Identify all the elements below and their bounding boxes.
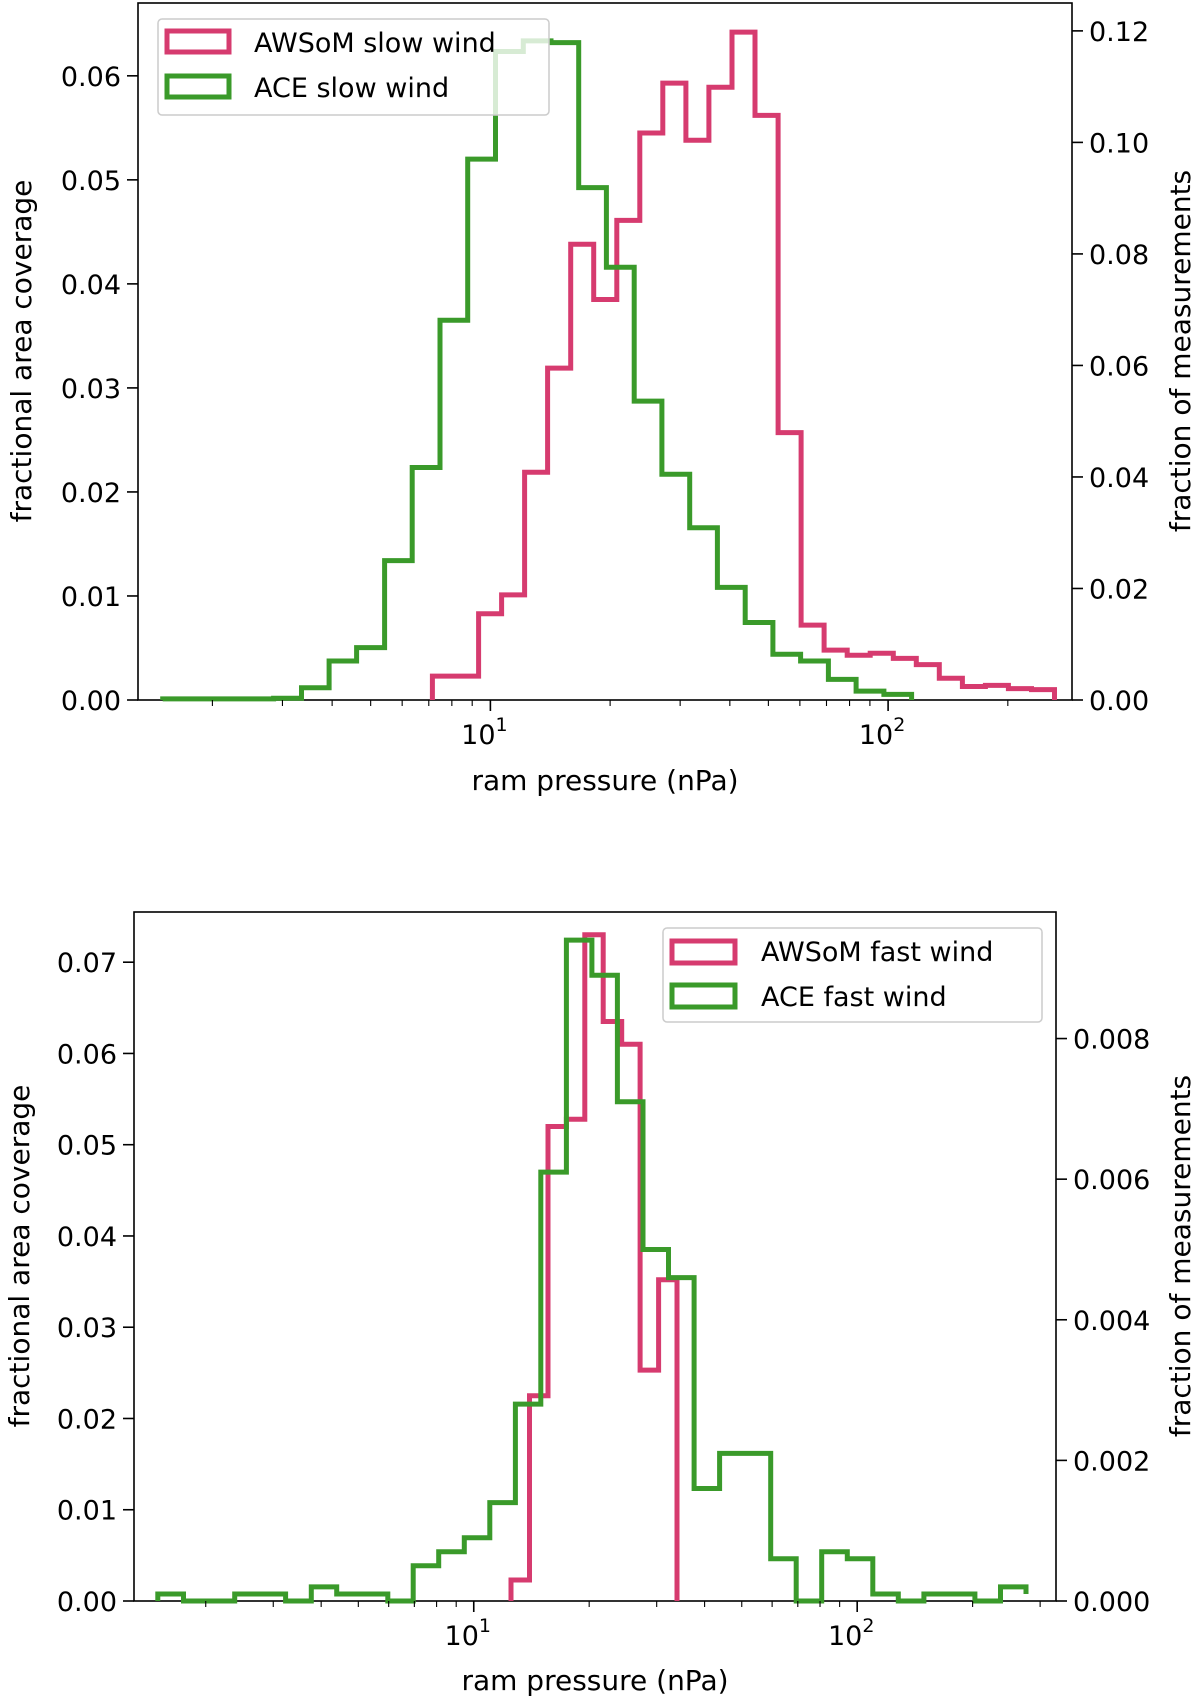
- top-right-y-tick-label: 0.10: [1089, 128, 1149, 159]
- bottom-x-tick-label: 102: [828, 1615, 874, 1652]
- top-left-y-tick-label: 0.03: [61, 374, 121, 405]
- bottom-left-y-tick-label: 0.04: [57, 1222, 117, 1253]
- bottom-histogram-series: [155, 932, 1029, 1604]
- top-left-y-tick-label: 0.06: [61, 62, 121, 93]
- bottom-x-axis-label: ram pressure (nPa): [461, 1664, 728, 1697]
- top-x-tick-label: 101: [461, 714, 507, 751]
- top-right-y-tick-label: 0.06: [1089, 351, 1149, 382]
- top-right-y-tick-label: 0.08: [1089, 240, 1149, 271]
- bottom-series-ace-fast-wind: [155, 937, 1029, 1604]
- bottom-legend: AWSoM fast wind ACE fast wind: [662, 927, 1043, 1023]
- top-right-y-axis-label: fraction of measurements: [1164, 170, 1197, 532]
- top-legend-swatch-ace: [164, 73, 232, 100]
- bottom-left-y-tick-label: 0.06: [57, 1039, 117, 1070]
- bottom-right-y-tick-label: 0.004: [1073, 1306, 1150, 1337]
- bottom-series-awsom-fast-wind: [508, 932, 680, 1601]
- top-left-y-tick-label: 0.01: [61, 582, 121, 613]
- bottom-legend-label-awsom: AWSoM fast wind: [761, 937, 993, 968]
- bottom-x-tick-label: 101: [445, 1615, 491, 1652]
- bottom-panel: 101 102 0.00 0.01 0.02 0.03 0.04 0.05 0.06 0.07 0.…: [3, 911, 1197, 1697]
- bottom-legend-swatch-ace: [669, 982, 738, 1010]
- bottom-legend-label-ace: ACE fast wind: [761, 982, 947, 1013]
- top-legend-label-awsom: AWSoM slow wind: [254, 28, 496, 59]
- bottom-left-y-tick-label: 0.07: [57, 948, 117, 979]
- top-right-y-tick-label: 0.12: [1089, 17, 1149, 48]
- bottom-left-y-tick-label: 0.00: [57, 1587, 117, 1618]
- top-left-y-tick-label: 0.02: [61, 478, 121, 509]
- top-legend: AWSoM slow wind ACE slow wind: [157, 18, 550, 116]
- bottom-right-y-axis-label: fraction of measurements: [1164, 1075, 1197, 1437]
- top-left-y-tick-label: 0.05: [61, 166, 121, 197]
- top-legend-label-ace: ACE slow wind: [254, 73, 449, 104]
- bottom-left-y-axis-label: fractional area coverage: [3, 1085, 36, 1428]
- top-histogram-series: [160, 29, 1057, 702]
- bottom-left-y-tick-label: 0.02: [57, 1404, 117, 1435]
- top-legend-swatch-awsom: [164, 28, 232, 55]
- top-legend-box: [157, 18, 550, 116]
- top-left-y-tick-label: 0.04: [61, 270, 121, 301]
- bottom-right-y-tick-label: 0.002: [1073, 1446, 1150, 1477]
- bottom-right-y-tick-label: 0.006: [1073, 1165, 1150, 1196]
- bottom-legend-swatch-awsom: [669, 938, 738, 966]
- bottom-right-y-tick-label: 0.008: [1073, 1025, 1150, 1056]
- top-panel: 101 102 0.00 0.01 0.02 0.03 0.04 0.05 0.06 0.00 0.…: [5, 2, 1197, 797]
- top-left-y-tick-label: 0.00: [61, 686, 121, 717]
- bottom-left-y-tick-label: 0.05: [57, 1131, 117, 1162]
- top-right-y-tick-label: 0.02: [1089, 574, 1149, 605]
- top-series-awsom-slow-wind: [429, 29, 1057, 700]
- top-left-y-axis-label: fractional area coverage: [5, 180, 38, 523]
- bottom-plot-frame: [133, 911, 1057, 1602]
- bottom-axis-ticks: 101 102 0.00 0.01 0.02 0.03 0.04 0.05 0.06 0.07 0.…: [57, 948, 1150, 1652]
- bottom-right-y-tick-label: 0.000: [1073, 1587, 1150, 1618]
- bottom-legend-box: [662, 927, 1043, 1023]
- top-plot-frame: [137, 2, 1073, 701]
- top-axis-ticks: 101 102 0.00 0.01 0.02 0.03 0.04 0.05 0.06 0.00 0.…: [61, 17, 1149, 751]
- top-right-y-tick-label: 0.00: [1089, 686, 1149, 717]
- top-right-y-tick-label: 0.04: [1089, 463, 1149, 494]
- bottom-left-y-tick-label: 0.03: [57, 1313, 117, 1344]
- top-x-axis-label: ram pressure (nPa): [471, 764, 738, 797]
- top-x-tick-label: 102: [859, 714, 905, 751]
- top-series-ace-slow-wind: [160, 38, 915, 702]
- bottom-left-y-tick-label: 0.01: [57, 1496, 117, 1527]
